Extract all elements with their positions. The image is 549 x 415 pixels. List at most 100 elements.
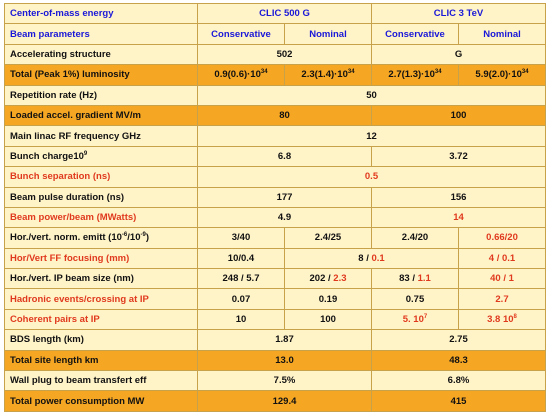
bds-length-3tev: 2.75 [370,329,547,351]
site-length-3tev: 48.3 [370,349,547,372]
luminosity-nom-3tev-exp: 34 [521,69,529,76]
luminosity-cons-3tev: 2.7(1.3)·1034 [371,64,459,86]
clic-parameter-table: Center-of-mass energy CLIC 500 G CLIC 3 … [4,2,547,412]
emittance-label: Hor./vert. norm. emitt (10-6/10-9) [4,227,198,249]
gradient-500: 80 [197,104,372,127]
ff-focusing-row: Hor/Vert FF focusing (mm) 10/0.4 8 / 0.1… [4,247,547,270]
wall-plug-500: 7.5% [197,370,372,392]
ip-size-cons-3tev-red: 1.1 [415,273,431,285]
hadronic-cons-500: 0.07 [197,288,285,310]
ff-focusing-label: Hor/Vert FF focusing (mm) [4,247,198,270]
parameter-table-container: Center-of-mass energy CLIC 500 G CLIC 3 … [4,2,547,412]
ip-size-nom-500: 202 / 2.3 [284,268,372,290]
ip-size-nom-3tev: 40 / 1 [457,268,547,290]
header-row: Center-of-mass energy CLIC 500 G CLIC 3 … [4,2,547,25]
pulse-duration-500: 177 [197,186,372,208]
header-clic-3tev: CLIC 3 TeV [370,2,547,25]
ip-size-cons-3tev: 83 / 1.1 [371,268,459,290]
ip-size-label: Hor./vert. IP beam size (nm) [4,268,198,290]
gradient-label: Loaded accel. gradient MV/m [4,104,198,127]
site-length-label: Total site length km [4,349,198,372]
accel-structure-label: Accelerating structure [4,43,198,66]
power-consumption-3tev: 415 [370,390,547,412]
beam-power-3tev: 14 [370,206,547,229]
coherent-cons-3tev: 5. 107 [371,308,459,331]
emittance-label-text: Hor./vert. norm. emitt (10 [10,232,122,244]
header-label: Center-of-mass energy [4,2,198,25]
rep-rate-label: Repetition rate (Hz) [4,84,198,106]
bunch-separation-row: Bunch separation (ns) 0.5 [4,166,547,188]
coherent-cons-3tev-value: 5. 10 [402,314,424,326]
emittance-label-exp1: -6 [121,232,128,239]
coherent-nom-3tev: 3.8 108 [457,308,547,331]
ff-focusing-middle-red: 0.1 [368,252,385,264]
ip-size-cons-3tev-black: 83 / [399,273,415,285]
bunch-separation-label: Bunch separation (ns) [4,166,198,188]
hadronic-nom-500: 0.19 [284,288,372,310]
bunch-charge-500: 6.8 [197,145,372,168]
emittance-label-mid: /10 [127,232,141,244]
coherent-nom-500: 100 [284,308,372,331]
accel-structure-3tev: G [370,43,547,66]
emittance-label-end: ) [145,232,149,244]
pulse-duration-row: Beam pulse duration (ns) 177 156 [4,186,547,208]
hadronic-cons-3tev: 0.75 [371,288,459,310]
luminosity-cons-3tev-exp: 34 [434,69,442,76]
coherent-row: Coherent pairs at IP 10 100 5. 107 3.8 1… [4,308,547,331]
emittance-row: Hor./vert. norm. emitt (10-6/10-9) 3/40 … [4,227,547,249]
luminosity-nom-500-exp: 34 [347,69,355,76]
conservative-3tev-header: Conservative [371,23,459,45]
wall-plug-3tev: 6.8% [370,370,547,392]
bunch-charge-label: Bunch charge109 [4,145,198,168]
gradient-3tev: 100 [370,104,547,127]
bunch-separation-value: 0.5 [196,166,547,188]
rf-frequency-row: Main linac RF frequency GHz 12 [4,125,547,147]
rf-frequency-label: Main linac RF frequency GHz [4,125,198,147]
bunch-charge-3tev: 3.72 [370,145,547,168]
beam-power-500: 4.9 [197,206,372,229]
rep-rate-value: 50 [196,84,547,106]
ip-size-nom-500-black: 202 / [309,273,331,285]
site-length-row: Total site length km 13.0 48.3 [4,349,547,372]
accel-structure-500: 502 [197,43,372,66]
conservative-500-header: Conservative [197,23,285,45]
beam-power-row: Beam power/beam (MWatts) 4.9 14 [4,206,547,229]
luminosity-nom-3tev: 5.9(2.0)·1034 [457,64,547,86]
luminosity-cons-500: 0.9(0.6)·1034 [197,64,285,86]
wall-plug-row: Wall plug to beam transfert eff 7.5% 6.8… [4,370,547,392]
nominal-3tev-header: Nominal [457,23,547,45]
beam-parameters-row: Beam parameters Conservative Nominal Con… [4,23,547,45]
hadronic-nom-3tev: 2.7 [457,288,547,310]
coherent-cons-500: 10 [197,308,285,331]
pulse-duration-3tev: 156 [370,186,547,208]
gradient-row: Loaded accel. gradient MV/m 80 100 [4,104,547,127]
nominal-500-header: Nominal [284,23,372,45]
emittance-nom-500: 2.4/25 [284,227,372,249]
ip-size-nom-500-red: 2.3 [330,273,347,285]
ff-focusing-cons-500: 10/0.4 [197,247,285,270]
bds-length-500: 1.87 [197,329,372,351]
bds-length-row: BDS length (km) 1.87 2.75 [4,329,547,351]
luminosity-nom-500: 2.3(1.4)·1034 [284,64,372,86]
ff-focusing-nom-3tev: 4 / 0.1 [457,247,547,270]
luminosity-label: Total (Peak 1%) luminosity [4,64,198,86]
site-length-500: 13.0 [197,349,372,372]
coherent-nom-3tev-value: 3.8 10 [487,314,514,326]
bds-length-label: BDS length (km) [4,329,198,351]
emittance-cons-3tev: 2.4/20 [371,227,459,249]
ff-focusing-middle-black: 8 / [358,252,369,264]
coherent-nom-3tev-exp: 8 [513,313,517,320]
hadronic-label: Hadronic events/crossing at IP [4,288,198,310]
ip-size-row: Hor./vert. IP beam size (nm) 248 / 5.7 2… [4,268,547,290]
pulse-duration-label: Beam pulse duration (ns) [4,186,198,208]
bunch-charge-label-exp: 9 [83,150,88,157]
bunch-charge-row: Bunch charge109 6.8 3.72 [4,145,547,168]
luminosity-cons-500-exp: 34 [260,69,268,76]
ip-size-cons-500: 248 / 5.7 [197,268,285,290]
luminosity-row: Total (Peak 1%) luminosity 0.9(0.6)·1034… [4,64,547,86]
emittance-label-exp2: -9 [140,232,146,239]
ff-focusing-middle: 8 / 0.1 [284,247,459,270]
luminosity-cons-3tev-value: 2.7(1.3)·10 [388,69,435,81]
header-clic-500: CLIC 500 G [197,2,372,25]
hadronic-row: Hadronic events/crossing at IP 0.07 0.19… [4,288,547,310]
